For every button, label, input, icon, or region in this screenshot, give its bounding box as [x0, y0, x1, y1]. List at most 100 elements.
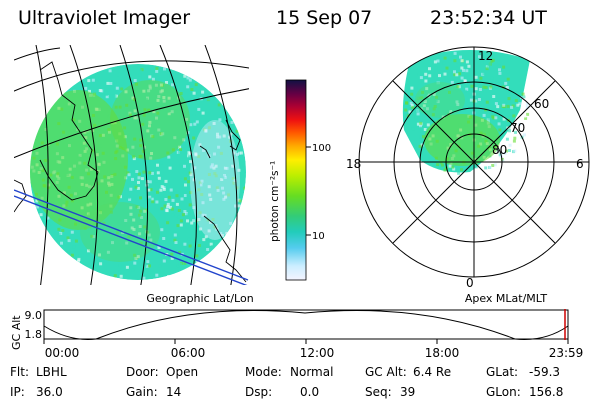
emission-pixel: [222, 197, 226, 201]
emission-pixel: [513, 136, 517, 140]
emission-pixel: [111, 68, 115, 71]
emission-pixel: [133, 253, 137, 257]
emission-pixel: [159, 188, 163, 192]
emission-pixel: [120, 87, 124, 91]
emission-pixel: [127, 173, 131, 177]
emission-pixel: [445, 66, 449, 70]
emission-pixel: [410, 92, 414, 96]
door-label: Door:: [126, 365, 159, 379]
emission-pixel: [115, 231, 119, 235]
emission-pixel: [230, 120, 234, 124]
emission-pixel: [135, 205, 139, 209]
emission-pixel: [128, 111, 132, 115]
emission-pixel: [218, 135, 222, 139]
emission-pixel: [514, 130, 517, 134]
emission-pixel: [132, 218, 136, 222]
emission-pixel: [125, 265, 129, 269]
emission-pixel: [135, 82, 138, 86]
emission-pixel: [474, 99, 478, 103]
emission-pixel: [243, 187, 246, 190]
emission-pixel: [39, 213, 43, 217]
emission-pixel: [195, 120, 199, 124]
emission-pixel: [469, 98, 473, 102]
emission-pixel: [498, 128, 502, 132]
emission-pixel: [159, 83, 163, 87]
emission-pixel: [143, 209, 147, 213]
colorbar-tick-label-100: 100: [312, 143, 331, 154]
emission-pixel: [128, 237, 131, 241]
emission-pixel: [157, 176, 161, 180]
emission-pixel: [506, 104, 510, 108]
emission-pixel: [162, 71, 165, 75]
emission-pixel: [186, 213, 190, 217]
emission-pixel: [433, 60, 437, 64]
emission-pixel: [195, 260, 199, 264]
emission-pixel: [111, 241, 114, 245]
emission-pixel: [193, 166, 197, 170]
emission-pixel: [223, 175, 227, 179]
emission-pixel: [207, 185, 211, 189]
emission-pixel: [70, 230, 74, 234]
emission-pixel: [491, 164, 495, 167]
emission-pixel: [474, 71, 478, 75]
emission-pixel: [66, 236, 70, 240]
emission-pixel: [419, 124, 422, 128]
emission-pixel: [493, 163, 497, 167]
emission-pixel: [197, 107, 201, 111]
emission-pixel: [155, 69, 159, 73]
emission-pixel: [148, 86, 152, 90]
emission-pixel: [130, 226, 134, 230]
emission-pixel: [173, 238, 177, 242]
emission-pixel: [177, 209, 181, 212]
emission-pixel: [166, 221, 170, 225]
filter-label: Flt:: [10, 365, 29, 379]
emission-pixel: [137, 206, 141, 209]
emission-pixel: [201, 111, 205, 115]
emission-pixel: [148, 180, 152, 184]
emission-pixel: [480, 61, 484, 64]
emission-pixel: [415, 96, 419, 100]
emission-pixel: [188, 203, 192, 207]
emission-pixel: [414, 86, 418, 90]
emission-pixel: [155, 66, 159, 70]
emission-pixel: [169, 205, 172, 209]
info-panel: Flt: LBHL IP: 36.0 Door: Open Gain: 14 M…: [10, 365, 563, 399]
emission-pixel: [204, 235, 208, 239]
emission-pixel: [143, 103, 147, 107]
emission-pixel: [131, 268, 135, 272]
emission-pixel: [436, 163, 440, 166]
emission-pixel: [170, 256, 174, 260]
emission-pixel: [47, 221, 51, 225]
emission-pixel: [177, 215, 181, 219]
emission-pixel: [194, 152, 198, 156]
emission-pixel: [155, 200, 159, 204]
emission-pixel: [460, 59, 464, 63]
emission-pixel: [492, 95, 496, 98]
emission-pixel: [157, 246, 161, 249]
emission-pixel: [213, 152, 216, 156]
emission-pixel: [414, 115, 418, 119]
emission-pixel: [124, 90, 128, 94]
emission-pixel: [432, 107, 436, 111]
emission-pixel: [484, 166, 488, 170]
emission-pixel: [151, 179, 155, 183]
emission-pixel: [131, 96, 135, 100]
emission-pixel: [491, 115, 495, 119]
emission-pixel: [422, 98, 426, 102]
emission-pixel: [216, 135, 220, 139]
emission-pixel: [133, 98, 137, 101]
emission-pixel: [198, 181, 202, 185]
emission-pixel: [462, 168, 466, 172]
emission-pixel: [189, 255, 193, 259]
emission-pixel: [142, 113, 146, 117]
emission-pixel: [106, 81, 110, 85]
emission-pixel: [195, 254, 199, 258]
emission-pixel: [503, 151, 507, 155]
emission-pixel: [183, 210, 187, 213]
emission-pixel: [156, 171, 160, 175]
altitude-curve: [43, 310, 569, 340]
seq-value: 39: [400, 385, 415, 399]
emission-pixel: [419, 121, 423, 125]
emission-pixel: [231, 177, 235, 180]
gain-value: 14: [166, 385, 181, 399]
